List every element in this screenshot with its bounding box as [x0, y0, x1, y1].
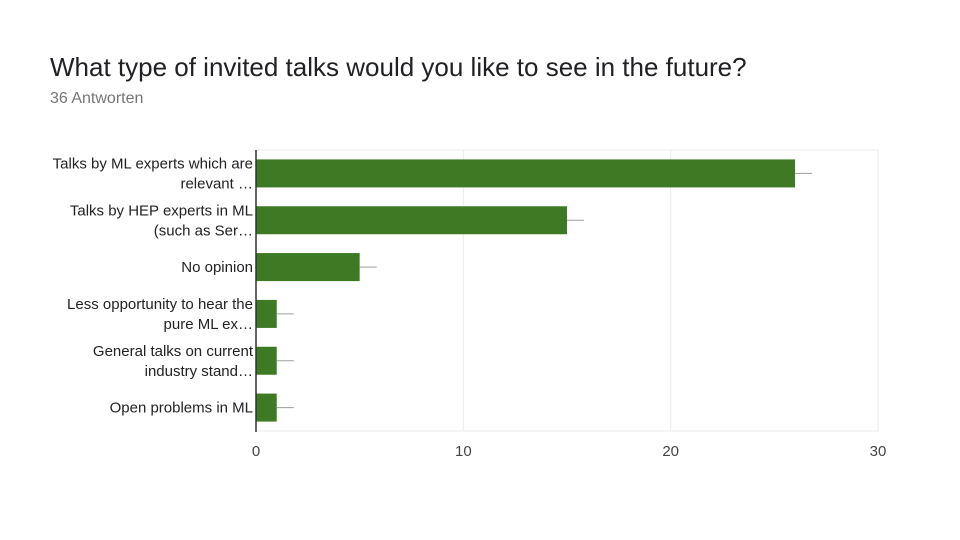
category-label: Less opportunity to hear the	[67, 296, 253, 313]
x-tick-label: 30	[870, 443, 887, 460]
category-label: pure ML ex…	[164, 316, 253, 333]
bar	[256, 299, 277, 328]
category-label: relevant …	[180, 175, 253, 192]
category-label: (such as Ser…	[154, 222, 253, 239]
label-layer: 0 10 20 30 Talks by ML experts which are rele…	[53, 155, 887, 460]
response-count: 36 Antworten	[50, 90, 144, 107]
category-label: No opinion	[181, 259, 253, 276]
x-tick-label: 0	[252, 443, 260, 460]
bar	[256, 253, 360, 282]
chart-title: What type of invited talks would you lik…	[50, 52, 747, 82]
category-label: industry stand…	[145, 363, 253, 380]
bar-layer	[256, 159, 813, 422]
x-tick-label: 20	[662, 443, 679, 460]
bar	[256, 393, 277, 422]
x-tick-label: 10	[455, 443, 472, 460]
category-label: Talks by HEP experts in ML	[70, 202, 253, 219]
grid-layer	[255, 149, 879, 432]
bar	[256, 206, 567, 235]
category-label: Talks by ML experts which are	[53, 155, 253, 172]
plot-frame	[255, 149, 879, 432]
category-label: Open problems in ML	[110, 400, 253, 417]
bar	[256, 159, 796, 188]
bar	[256, 346, 277, 375]
category-label: General talks on current	[93, 343, 254, 360]
